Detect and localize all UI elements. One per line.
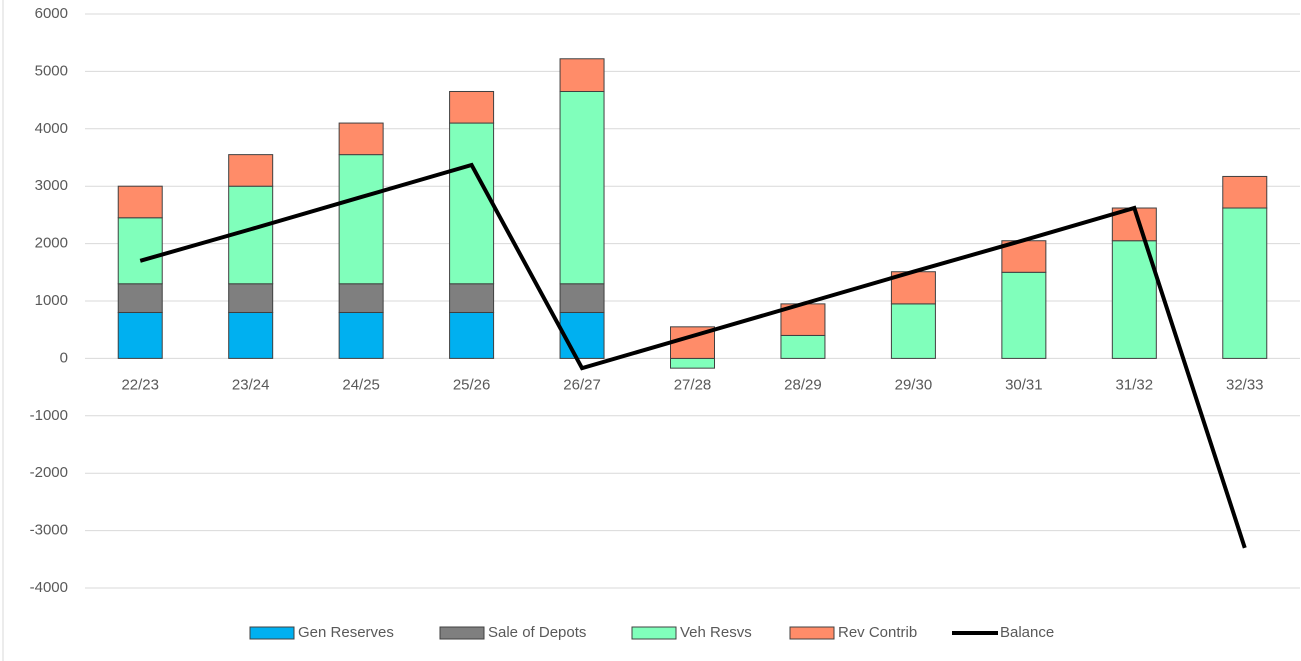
bar-segment bbox=[670, 357, 715, 369]
x-tick-label: 28/29 bbox=[784, 376, 822, 393]
legend-label: Sale of Depots bbox=[488, 624, 586, 641]
y-tick-label: -4000 bbox=[30, 579, 68, 596]
bar-segment bbox=[449, 311, 495, 359]
bar-segment bbox=[117, 217, 163, 285]
legend-swatch bbox=[439, 626, 485, 640]
bar-segment bbox=[338, 154, 384, 285]
bar-segment bbox=[559, 58, 605, 92]
y-tick-label: 1000 bbox=[35, 292, 68, 309]
x-tick-label: 22/23 bbox=[121, 376, 159, 393]
x-tick-label: 25/26 bbox=[453, 376, 491, 393]
bar-segment bbox=[338, 283, 384, 313]
bar-segment bbox=[1001, 271, 1047, 359]
bar-segment bbox=[338, 311, 384, 359]
x-tick-label: 23/24 bbox=[232, 376, 270, 393]
bar-segment bbox=[117, 185, 163, 219]
x-tick-label: 29/30 bbox=[895, 376, 933, 393]
x-tick-label: 26/27 bbox=[563, 376, 601, 393]
legend-swatch bbox=[789, 626, 835, 640]
y-tick-label: 6000 bbox=[35, 5, 68, 22]
balance-line bbox=[139, 162, 1247, 549]
x-tick-label: 27/28 bbox=[674, 376, 712, 393]
legend-swatch bbox=[631, 626, 677, 640]
bar-segment bbox=[338, 122, 384, 156]
y-tick-label: 2000 bbox=[35, 235, 68, 252]
y-tick-label: -1000 bbox=[30, 407, 68, 424]
legend-label: Balance bbox=[1000, 624, 1054, 641]
y-tick-label: 0 bbox=[60, 349, 68, 366]
bar-segment bbox=[449, 90, 495, 124]
bar-segment bbox=[559, 283, 605, 313]
bar-segment bbox=[1222, 207, 1268, 359]
y-tick-label: 3000 bbox=[35, 177, 68, 194]
x-tick-label: 31/32 bbox=[1116, 376, 1154, 393]
bar-segment bbox=[1222, 175, 1268, 209]
x-tick-label: 30/31 bbox=[1005, 376, 1043, 393]
bar-segment bbox=[890, 303, 936, 359]
y-tick-label: -3000 bbox=[30, 522, 68, 539]
bar-segment bbox=[559, 90, 605, 285]
bar-segment bbox=[228, 283, 274, 313]
legend-label: Veh Resvs bbox=[680, 624, 752, 641]
bar-segment bbox=[117, 311, 163, 359]
x-tick-label: 32/33 bbox=[1226, 376, 1264, 393]
bar-segment bbox=[228, 154, 274, 187]
legend-label: Gen Reserves bbox=[298, 624, 394, 641]
bar-segment bbox=[117, 283, 163, 313]
y-tick-label: 5000 bbox=[35, 62, 68, 79]
bar-segment bbox=[780, 334, 826, 359]
y-tick-label: -2000 bbox=[30, 464, 68, 481]
bar-segment bbox=[559, 311, 605, 359]
x-tick-label: 24/25 bbox=[342, 376, 380, 393]
y-tick-label: 4000 bbox=[35, 120, 68, 137]
legend-swatch bbox=[249, 626, 295, 640]
bar-segment bbox=[449, 283, 495, 313]
bar-segment bbox=[228, 311, 274, 359]
legend-label: Rev Contrib bbox=[838, 624, 917, 641]
bar-segment bbox=[449, 122, 495, 285]
